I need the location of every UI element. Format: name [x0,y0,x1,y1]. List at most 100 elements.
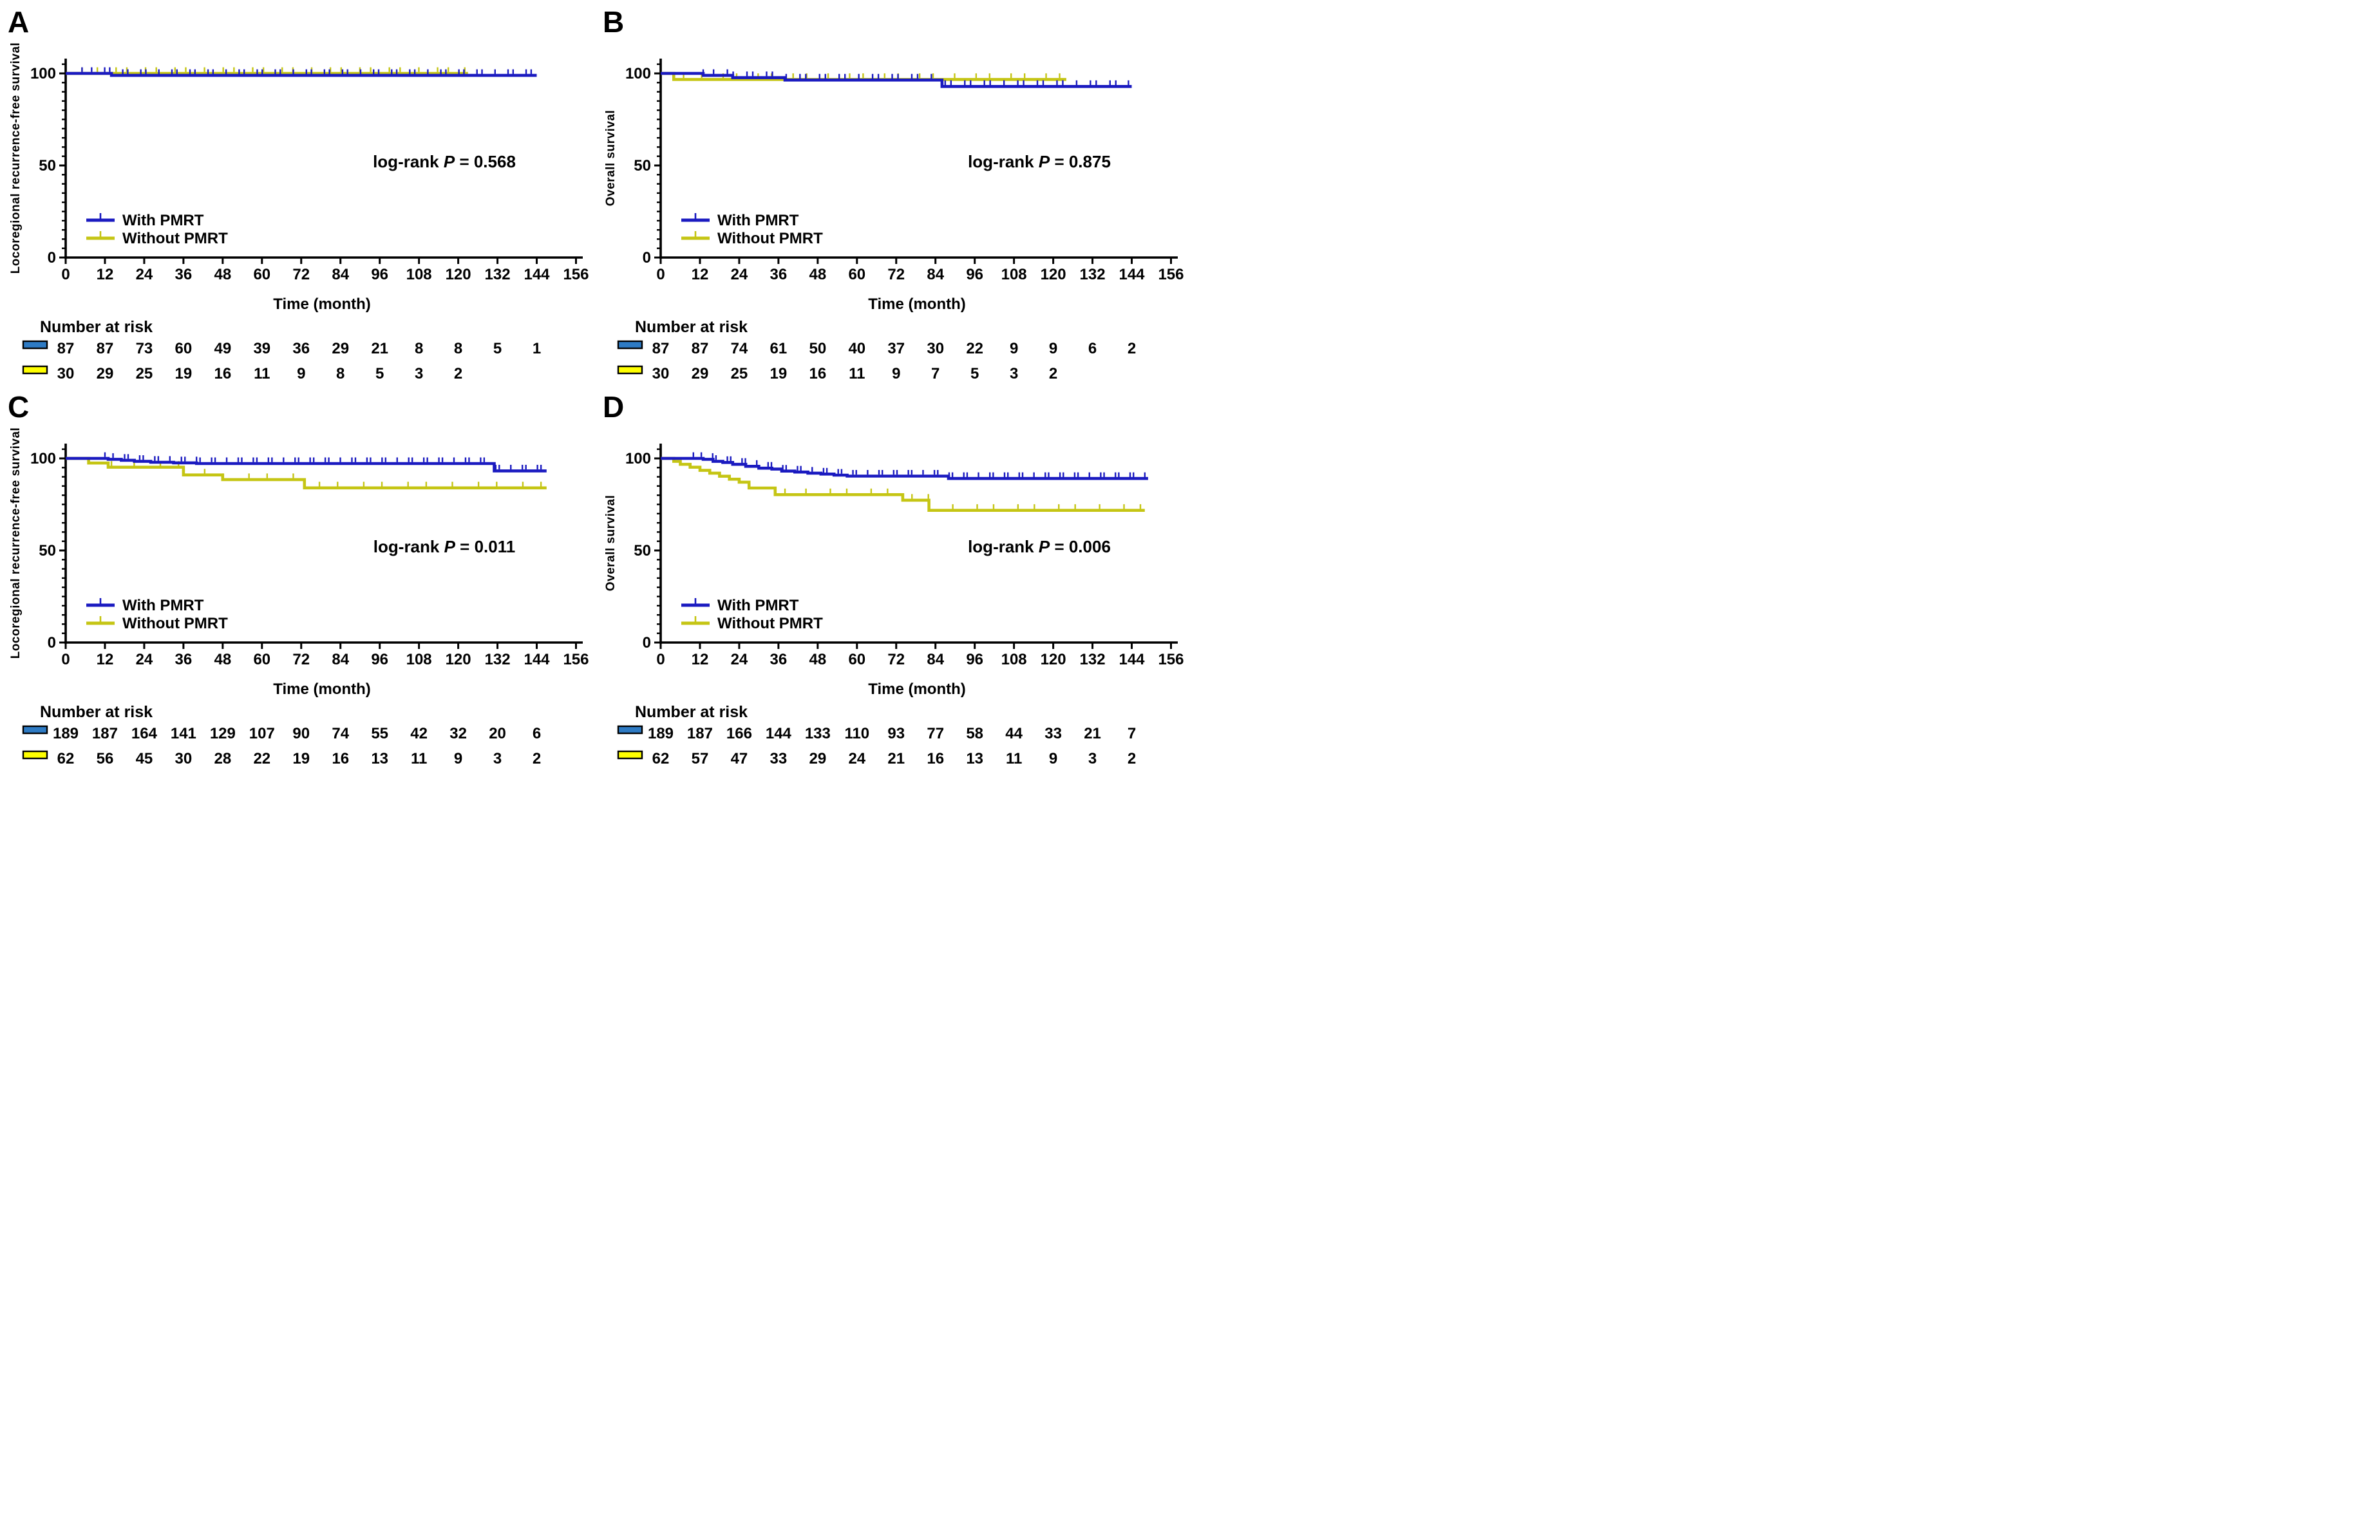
km-curve-yellow [661,456,1145,512]
x-tick-label: 96 [966,651,983,668]
risk-value: 30 [652,365,670,382]
risk-value: 87 [652,340,670,357]
km-curve-blue [66,71,537,77]
risk-swatch-yellow [22,750,48,760]
x-tick-label: 84 [927,651,944,668]
panel-letter: D [603,390,624,424]
x-tick-label: 144 [1119,651,1145,668]
risk-value: 5 [493,340,502,357]
risk-value: 62 [57,750,75,767]
risk-value: 5 [375,365,384,382]
risk-value: 2 [1128,750,1136,767]
y-axis-title: Locoregional recurrence-free survival [9,427,23,659]
risk-value: 129 [210,725,236,742]
x-tick-label: 36 [175,651,193,668]
risk-swatch-blue [22,725,48,735]
x-tick-label: 12 [692,651,709,668]
x-tick-label: 108 [1001,651,1027,668]
risk-value: 56 [97,750,114,767]
risk-value: 57 [692,750,709,767]
logrank-annotation: log-rank P = 0.875 [968,152,1111,171]
risk-value: 189 [53,725,79,742]
risk-value: 29 [97,365,114,382]
risk-value: 19 [292,750,310,767]
risk-value: 60 [175,340,193,357]
legend-label-blue: With PMRT [122,597,204,614]
risk-value: 30 [57,365,75,382]
km-curve-yellow [66,456,547,490]
x-tick-label: 108 [406,266,432,283]
risk-value: 25 [136,365,153,382]
risk-value: 58 [966,725,983,742]
x-tick-label: 84 [332,651,349,668]
risk-value: 189 [648,725,674,742]
x-tick-label: 60 [848,266,865,283]
logrank-annotation: log-rank P = 0.568 [373,152,516,171]
risk-value: 6 [533,725,541,742]
y-tick-label: 100 [625,450,651,467]
legend-label-yellow: Without PMRT [122,230,228,247]
y-tick-label: 50 [39,542,56,559]
risk-value: 7 [931,365,940,382]
risk-value: 21 [371,340,388,357]
risk-value: 110 [844,725,869,742]
x-tick-label: 12 [97,266,114,283]
risk-value: 45 [136,750,153,767]
y-tick-label: 50 [39,157,56,174]
panel-letter: C [8,390,29,424]
risk-value: 16 [927,750,944,767]
number-at-risk-title: Number at risk [40,703,153,721]
x-tick-label: 96 [371,266,388,283]
risk-value: 107 [249,725,275,742]
risk-value: 33 [770,750,788,767]
x-tick-label: 84 [927,266,944,283]
x-tick-label: 72 [292,266,310,283]
x-tick-label: 144 [1119,266,1145,283]
risk-value: 62 [652,750,670,767]
x-tick-label: 144 [524,266,550,283]
x-tick-label: 36 [175,266,193,283]
risk-value: 30 [175,750,193,767]
risk-value: 29 [692,365,709,382]
risk-value: 19 [175,365,193,382]
y-tick-label: 0 [48,634,56,652]
risk-value: 28 [214,750,231,767]
risk-value: 16 [332,750,349,767]
number-at-risk-title: Number at risk [635,703,748,721]
risk-value: 87 [97,340,114,357]
risk-value: 187 [687,725,713,742]
risk-value: 11 [254,365,270,382]
risk-value: 9 [1010,340,1018,357]
risk-value: 9 [297,365,305,382]
x-tick-label: 60 [848,651,865,668]
x-tick-label: 12 [692,266,709,283]
y-tick-label: 0 [643,249,651,267]
risk-value: 9 [454,750,462,767]
km-curve-blue [661,71,1132,88]
km-curve-blue [661,456,1148,480]
risk-value: 3 [1010,365,1018,382]
risk-value: 166 [726,725,752,742]
risk-value: 30 [927,340,944,357]
risk-value: 93 [887,725,905,742]
risk-value: 50 [809,340,826,357]
risk-value: 13 [371,750,388,767]
risk-value: 42 [410,725,428,742]
x-tick-label: 60 [253,651,270,668]
risk-value: 87 [692,340,709,357]
x-tick-label: 120 [446,651,471,668]
x-tick-label: 36 [770,651,788,668]
risk-value: 19 [770,365,788,382]
risk-value: 133 [805,725,831,742]
risk-value: 164 [131,725,158,742]
x-tick-label: 24 [136,651,153,668]
risk-value: 2 [1128,340,1136,357]
x-tick-label: 48 [809,651,826,668]
risk-value: 21 [1084,725,1101,742]
risk-swatch-blue [617,340,643,350]
x-tick-label: 120 [446,266,471,283]
y-tick-label: 0 [48,249,56,267]
